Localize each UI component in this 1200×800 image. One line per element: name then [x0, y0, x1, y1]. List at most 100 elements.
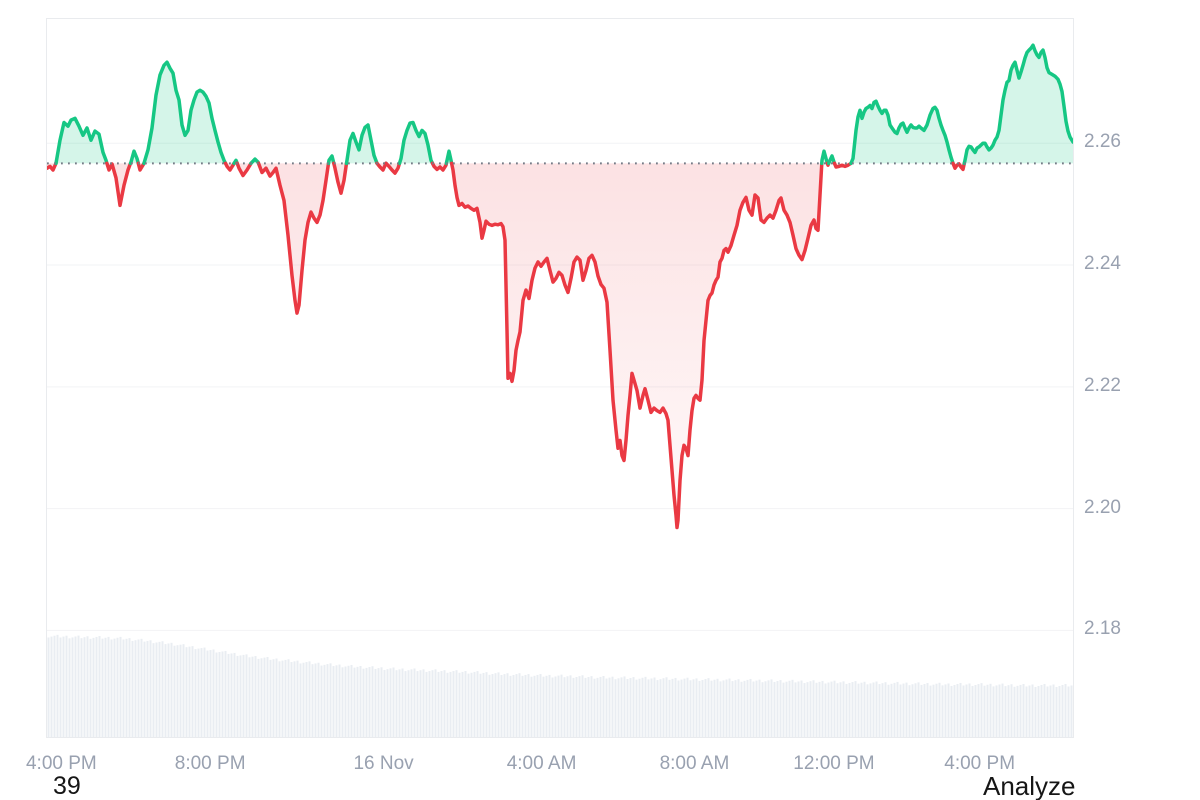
- volume-bar: [707, 678, 710, 737]
- price-chart-svg: [47, 43, 1073, 737]
- volume-bar: [164, 644, 167, 737]
- price-line-up: [962, 43, 1073, 166]
- volume-bar: [704, 679, 707, 737]
- volume-bar: [152, 643, 155, 737]
- volume-bar: [425, 671, 428, 737]
- volume-bar: [428, 671, 431, 737]
- volume-bar: [989, 683, 992, 737]
- volume-bar: [713, 679, 716, 737]
- volume-bar: [995, 685, 998, 737]
- volume-bar: [413, 668, 416, 737]
- volume-bar: [257, 658, 260, 737]
- volume-bar: [755, 680, 758, 737]
- volume-bar: [737, 679, 740, 737]
- volume-bar: [992, 686, 995, 737]
- price-line-up: [54, 116, 109, 166]
- volume-bar: [77, 635, 80, 737]
- volume-bar: [89, 638, 92, 737]
- volume-bar: [116, 637, 119, 737]
- volume-bar: [83, 637, 86, 737]
- volume-bar: [596, 677, 599, 737]
- volume-bar: [920, 684, 923, 737]
- volume-bar: [1043, 683, 1046, 737]
- volume-bar: [695, 678, 698, 737]
- y-axis-tick-label: 2.18: [1084, 618, 1121, 640]
- volume-bar: [239, 655, 242, 737]
- volume-bar: [380, 667, 383, 737]
- volume-bar: [869, 683, 872, 737]
- volume-bar: [908, 685, 911, 737]
- volume-bar: [359, 666, 362, 737]
- price-line-down: [332, 161, 349, 195]
- volume-bar: [515, 674, 518, 737]
- volume-bar: [875, 681, 878, 737]
- volume-bar: [842, 681, 845, 737]
- volume-bar: [74, 636, 77, 737]
- area-above-baseline: [56, 118, 107, 164]
- volume-bar: [674, 677, 677, 737]
- volume-bar: [176, 645, 179, 737]
- volume-bar: [938, 682, 941, 737]
- volume-bar: [953, 684, 956, 737]
- volume-bar: [470, 672, 473, 737]
- volume-bar: [476, 671, 479, 737]
- volume-bar: [404, 671, 407, 737]
- volume-bar: [146, 640, 149, 737]
- volume-bar: [788, 680, 791, 737]
- volume-bar: [1025, 686, 1028, 737]
- volume-bar: [1055, 686, 1058, 737]
- volume-bar: [362, 668, 365, 737]
- volume-bar: [749, 678, 752, 737]
- volume-bar: [548, 674, 551, 737]
- volume-bar: [677, 680, 680, 737]
- volume-bar: [167, 643, 170, 737]
- volume-bar: [824, 683, 827, 737]
- volume-bar: [251, 656, 254, 737]
- volume-bar: [296, 660, 299, 737]
- volume-bar: [803, 683, 806, 737]
- volume-bar: [131, 640, 134, 737]
- area-above-baseline: [851, 101, 953, 164]
- price-line-up: [849, 99, 955, 166]
- volume-bar: [830, 681, 833, 737]
- analyze-button[interactable]: Analyze: [983, 771, 1076, 800]
- volume-bar: [587, 676, 590, 737]
- volume-bar: [416, 671, 419, 737]
- volume-bar: [80, 638, 83, 737]
- volume-bar: [743, 680, 746, 737]
- volume-bar: [95, 636, 98, 737]
- volume-bar: [620, 677, 623, 737]
- volume-bar: [509, 675, 512, 737]
- volume-bar: [530, 676, 533, 737]
- volume-bar: [956, 683, 959, 737]
- volume-bar: [122, 639, 125, 737]
- volume-bar: [1058, 685, 1061, 737]
- price-chart-plot[interactable]: [46, 18, 1074, 738]
- volume-bar: [758, 679, 761, 737]
- volume-bar: [872, 682, 875, 737]
- volume-bar: [422, 669, 425, 737]
- volume-bar: [440, 671, 443, 737]
- volume-bar: [221, 651, 224, 737]
- volume-bar: [653, 677, 656, 737]
- price-line-down: [256, 161, 331, 315]
- volume-bar: [377, 668, 380, 737]
- volume-bar: [170, 642, 173, 737]
- volume-bar: [281, 660, 284, 737]
- volume-bar: [866, 684, 869, 737]
- volume-bar: [194, 649, 197, 737]
- volume-bar: [593, 678, 596, 737]
- volume-bar: [290, 662, 293, 737]
- volume-bar: [968, 683, 971, 737]
- volume-bar: [323, 664, 326, 737]
- volume-bar: [455, 670, 458, 737]
- volume-bar: [881, 683, 884, 737]
- volume-bar: [254, 656, 257, 737]
- volume-bar: [566, 676, 569, 737]
- volume-bar: [260, 658, 263, 737]
- volume-bar: [977, 684, 980, 737]
- volume-bar: [725, 679, 728, 737]
- volume-bar: [941, 685, 944, 737]
- volume-bar: [503, 674, 506, 737]
- volume-bar: [365, 667, 368, 737]
